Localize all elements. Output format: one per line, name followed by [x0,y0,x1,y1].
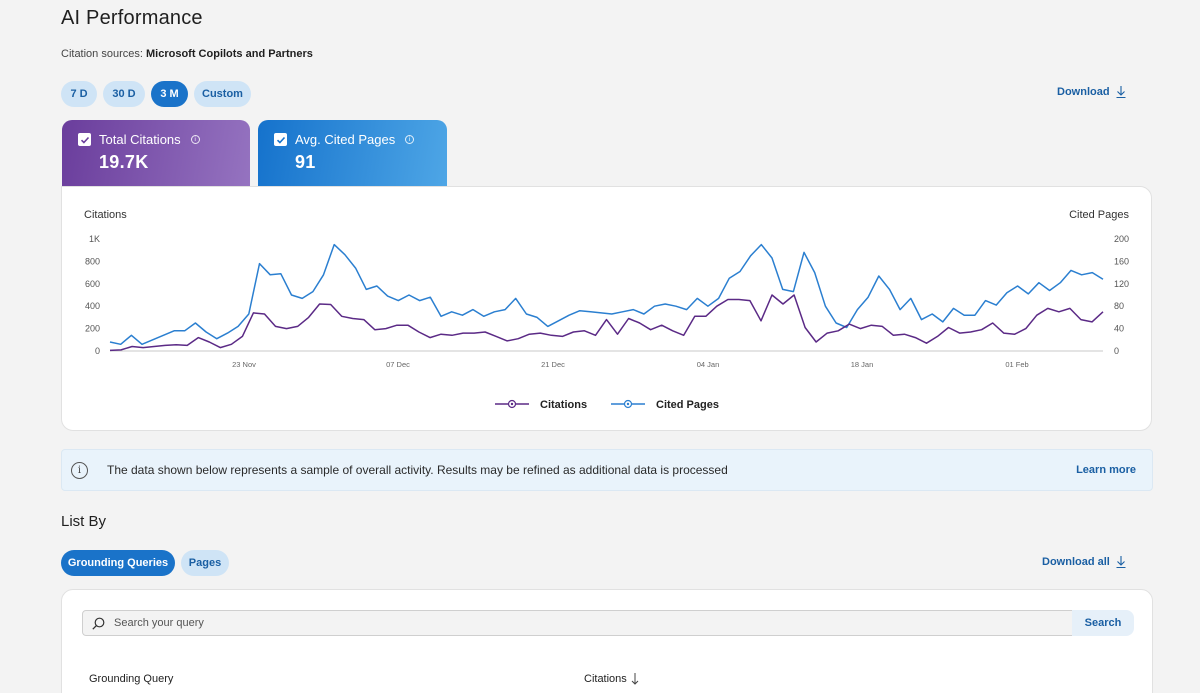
column-header-grounding-query[interactable]: Grounding Query [89,673,173,685]
chart-panel: Citations Cited Pages 0 200 400 600 800 1K 0 40 80… [61,186,1152,431]
info-notice: i The data shown below represents a samp… [61,449,1153,491]
download-label: Download [1057,86,1110,98]
metric-value: 91 [295,152,316,172]
x-tick-label: 18 Jan [851,360,874,369]
y-right-tick-label: 40 [1114,324,1124,334]
y-right-tick-label: 160 [1114,256,1129,266]
column-header-citations[interactable]: Citations [584,673,639,685]
y-left-tick-label: 400 [85,301,100,311]
metric-card-avg-cited-pages[interactable]: Avg. Cited Pages i 91 [258,120,447,186]
series-line-cited-pages [109,243,1104,346]
info-icon[interactable]: i [405,135,415,144]
range-7d-button[interactable]: 7 D [61,81,97,107]
tab-pages[interactable]: Pages [181,550,229,576]
search-icon [92,617,105,630]
metric-card-total-citations[interactable]: Total Citations i 19.7K [62,120,250,186]
info-circle-icon: i [71,461,88,479]
download-all-button[interactable]: Download all [1042,556,1126,568]
notice-text: The data shown below represents a sample… [107,463,728,477]
column-header-label: Citations [584,673,627,685]
y-right-tick-label: 200 [1114,234,1129,244]
column-header-label: Grounding Query [89,673,174,685]
series-line-citations [109,294,1104,352]
download-button[interactable]: Download [1057,86,1126,98]
metric-value: 19.7K [99,152,149,172]
learn-more-link[interactable]: Learn more [1076,464,1136,476]
x-tick-label: 21 Dec [541,360,565,369]
legend-label-citations: Citations [540,399,587,411]
tab-grounding-queries[interactable]: Grounding Queries [61,550,175,576]
range-custom-button[interactable]: Custom [194,81,251,107]
y-axis-left-title: Citations [84,209,127,221]
citation-sources-value: Microsoft Copilots and Partners [146,48,313,60]
info-icon[interactable]: i [190,135,200,144]
checkbox-icon[interactable] [78,133,91,146]
citation-sources-label: Citation sources: [61,48,143,60]
legend-marker-dot-citations [510,402,514,406]
line-chart: Citations Cited Pages 0 200 400 600 800 1K 0 40 80… [84,209,1129,411]
search-field[interactable] [82,610,1073,636]
checkbox-icon[interactable] [274,133,287,146]
y-left-tick-label: 600 [85,279,100,289]
metric-label: Avg. Cited Pages [295,132,396,147]
y-right-tick-label: 80 [1114,301,1124,311]
download-arrow-icon [1116,556,1126,568]
y-left-tick-label: 200 [85,324,100,334]
citation-sources: Citation sources: Microsoft Copilots and… [61,48,313,60]
y-left-tick-label: 1K [89,234,100,244]
legend-label-cited-pages: Cited Pages [656,399,719,411]
y-axis-right-title: Cited Pages [1069,209,1129,221]
y-right-tick-label: 0 [1114,346,1119,356]
metric-label: Total Citations [99,132,181,147]
x-tick-label: 07 Dec [386,360,410,369]
x-tick-label: 01 Feb [1005,360,1028,369]
y-left-tick-label: 800 [85,256,100,266]
search-input[interactable] [114,617,1014,629]
search-button[interactable]: Search [1072,610,1134,636]
legend-marker-dot-cited-pages [626,402,630,406]
range-3m-button[interactable]: 3 M [151,81,188,107]
page-title: AI Performance [61,7,203,29]
download-arrow-icon [1116,86,1126,98]
y-right-tick-label: 120 [1114,279,1129,289]
x-tick-label: 04 Jan [697,360,720,369]
x-tick-label: 23 Nov [232,360,256,369]
sort-down-arrow-icon[interactable] [631,673,639,685]
y-left-tick-label: 0 [95,346,100,356]
list-by-title: List By [61,513,107,530]
queries-table-panel: Search Grounding Query Citations [61,589,1153,693]
download-all-label: Download all [1042,556,1110,568]
range-30d-button[interactable]: 30 D [103,81,145,107]
